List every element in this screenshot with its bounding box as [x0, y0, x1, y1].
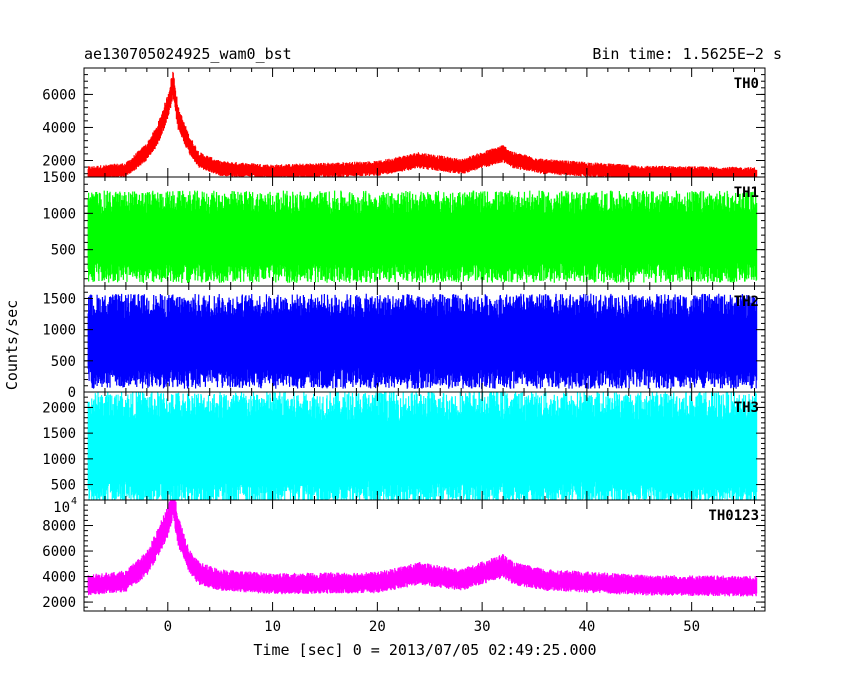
- x-tick-label: 30: [474, 619, 491, 635]
- series-trace-th2: [87, 293, 758, 389]
- y-tick-label: 2000: [42, 595, 76, 611]
- x-axis-label: Time [sec] 0 = 2013/07/05 02:49:25.000: [253, 641, 596, 659]
- panels-group: 200040006000TH050010001500TH105001000150…: [42, 67, 766, 635]
- panel-label-th0: TH0: [734, 76, 759, 92]
- x-tick-label: 10: [264, 619, 281, 635]
- chart-title-right: Bin time: 1.5625E−2 s: [592, 45, 782, 63]
- x-tick-label: 50: [683, 619, 700, 635]
- series-trace-th0123: [87, 500, 758, 597]
- y-tick-label: 4000: [42, 120, 76, 136]
- y-tick-label: 500: [51, 243, 76, 259]
- y-tick-label: 1500: [42, 291, 76, 307]
- panel-frame-th0123: [83, 499, 766, 612]
- panel-label-th3: TH3: [734, 400, 759, 416]
- y-tick-label: 8000: [42, 519, 76, 535]
- series-trace-th1: [87, 190, 758, 283]
- y-tick-label: 500: [51, 354, 76, 370]
- y-tick-label: 0: [68, 385, 76, 401]
- y-tick-label: 1500: [42, 170, 76, 186]
- panel-label-th2: TH2: [734, 294, 759, 310]
- y-tick-label: 2000: [42, 400, 76, 416]
- y-tick-label: 1500: [42, 426, 76, 442]
- y-top-tick-exponent: 4: [71, 496, 77, 507]
- y-top-tick-label: 10: [53, 500, 70, 516]
- y-tick-label: 6000: [42, 544, 76, 560]
- series-trace-th0: [87, 71, 758, 177]
- y-tick-label: 1000: [42, 323, 76, 339]
- y-axis-label: Counts/sec: [3, 300, 21, 390]
- x-tick-label: 40: [578, 619, 595, 635]
- y-tick-label: 2000: [42, 153, 76, 169]
- y-tick-label: 6000: [42, 87, 76, 103]
- chart-title-left: ae130705024925_wam0_bst: [84, 45, 292, 63]
- y-tick-label: 1000: [42, 206, 76, 222]
- y-tick-label: 500: [51, 478, 76, 494]
- panel-label-th1: TH1: [734, 185, 759, 201]
- panel-label-th0123: TH0123: [708, 508, 759, 524]
- series-trace-th3: [87, 392, 758, 500]
- x-tick-label: 20: [369, 619, 386, 635]
- y-tick-label: 4000: [42, 570, 76, 586]
- y-tick-label: 1000: [42, 452, 76, 468]
- x-tick-label: 0: [164, 619, 172, 635]
